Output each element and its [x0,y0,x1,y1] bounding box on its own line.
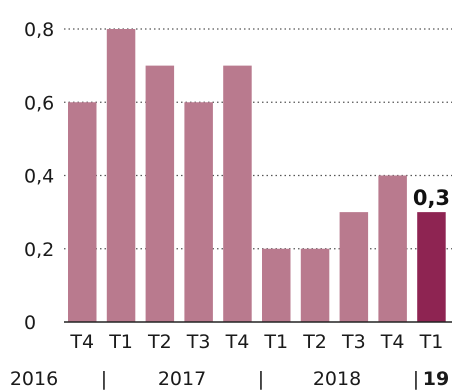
y-tick-label: 0 [24,312,36,334]
bar [417,212,446,322]
year-separator: | [258,368,264,390]
year-label: 19 [423,368,449,390]
category-label: T3 [186,331,211,353]
y-tick-label: 0,4 [24,166,54,188]
year-separator: | [101,368,107,390]
category-label: T3 [341,331,366,353]
bar [378,175,407,322]
category-label: T2 [302,331,327,353]
category-label: T2 [147,331,172,353]
bar [145,65,175,322]
highlight-value-label: 0,3 [413,186,450,210]
bar [68,102,97,322]
x-axis-year-labels: 2016 | 2017 | 2018 | 19 [10,368,449,390]
y-axis-ticks: 0 0,2 0,4 0,6 0,8 [24,19,54,334]
bar [339,212,369,322]
bar [262,248,291,322]
y-tick-label: 0,6 [24,92,54,114]
year-label: 2017 [158,368,206,390]
category-label: T4 [380,331,405,353]
bar [184,102,213,322]
year-label: 2018 [313,368,361,390]
bar [300,248,330,322]
y-tick-label: 0,2 [24,239,54,261]
category-label: T4 [69,331,94,353]
y-tick-label: 0,8 [24,19,54,41]
grid-lines [64,28,452,250]
category-label: T1 [108,331,133,353]
category-label: T1 [263,331,288,353]
year-separator: | [413,368,419,390]
category-label: T4 [225,331,250,353]
bar [106,29,136,322]
bars [64,29,452,323]
category-label: T1 [419,331,444,353]
year-label: 2016 [10,368,58,390]
x-axis-category-labels: T4 T1 T2 T3 T4 T1 T2 T3 T4 T1 [69,331,443,353]
bar [223,65,252,322]
